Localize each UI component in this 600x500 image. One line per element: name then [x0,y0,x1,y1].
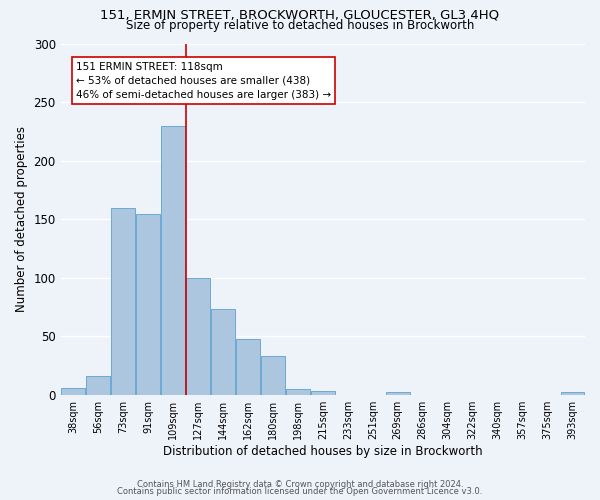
Bar [236,338,260,394]
Text: Contains public sector information licensed under the Open Government Licence v3: Contains public sector information licen… [118,487,482,496]
Bar [386,392,410,394]
Bar [111,208,135,394]
Text: 151 ERMIN STREET: 118sqm
← 53% of detached houses are smaller (438)
46% of semi-: 151 ERMIN STREET: 118sqm ← 53% of detach… [76,62,331,100]
Bar [86,376,110,394]
Text: Contains HM Land Registry data © Crown copyright and database right 2024.: Contains HM Land Registry data © Crown c… [137,480,463,489]
X-axis label: Distribution of detached houses by size in Brockworth: Distribution of detached houses by size … [163,444,482,458]
Bar [136,214,160,394]
Bar [286,389,310,394]
Bar [211,310,235,394]
Text: 151, ERMIN STREET, BROCKWORTH, GLOUCESTER, GL3 4HQ: 151, ERMIN STREET, BROCKWORTH, GLOUCESTE… [100,9,500,22]
Bar [186,278,210,394]
Bar [560,392,584,394]
Bar [261,356,285,395]
Bar [61,388,85,394]
Bar [311,391,335,394]
Y-axis label: Number of detached properties: Number of detached properties [15,126,28,312]
Text: Size of property relative to detached houses in Brockworth: Size of property relative to detached ho… [126,19,474,32]
Bar [161,126,185,394]
